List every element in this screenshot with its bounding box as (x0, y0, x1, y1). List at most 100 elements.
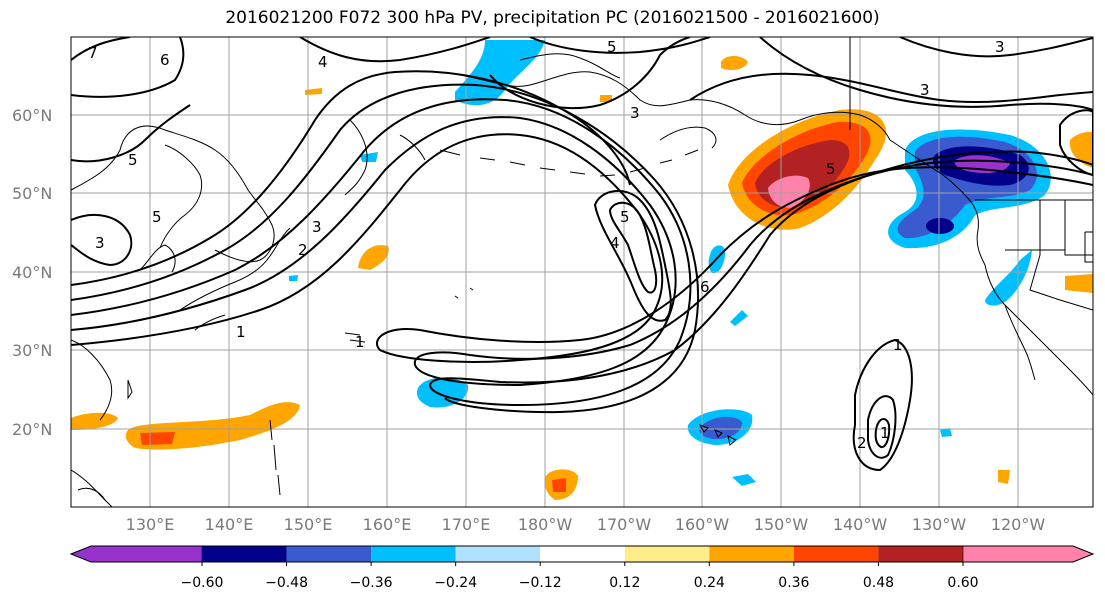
lon-label: 130°W (912, 515, 967, 534)
precip-negative-oregon-core (926, 218, 954, 234)
contour-label: 5 (128, 151, 138, 169)
contour-label: 5 (607, 38, 617, 56)
contour-label: 2 (857, 434, 867, 452)
pv-contours (71, 37, 1093, 472)
colorbar-tick-label: 0.48 (863, 575, 894, 591)
pv-contour-north-4 (689, 72, 1093, 104)
precip-positive-small-8 (305, 88, 322, 95)
lon-label: 130°E (126, 515, 175, 534)
contour-label: 2 (298, 241, 308, 259)
lon-label: 170°W (597, 515, 652, 534)
contour-label: 1 (893, 336, 903, 354)
colorbar-tick-label: 0.24 (694, 575, 725, 591)
precip-positive-small-6 (1069, 131, 1093, 168)
precip-negative-small-3 (730, 310, 748, 326)
precip-negative-bering (455, 40, 545, 106)
lon-label: 150°W (754, 515, 809, 534)
colorbar-tick-label: 0.36 (778, 575, 809, 591)
precip-positive-gulf-peak (768, 175, 810, 208)
lon-label: 150°E (284, 515, 333, 534)
colorbar-segment (455, 546, 541, 562)
contour-label: 1 (880, 424, 890, 442)
colorbar-segment (962, 545, 1094, 563)
precip-positive-subtrop-west (71, 412, 118, 430)
contour-label: 7 (88, 44, 98, 62)
contour-label: 6 (160, 51, 170, 69)
contour-label: 1 (355, 333, 365, 351)
contour-label: 6 (700, 278, 710, 296)
longitude-labels: 130°E 140°E 150°E 160°E 170°E 180°W 170°… (126, 515, 1046, 534)
lon-label: 160°W (675, 515, 730, 534)
precip-negative-small-4 (732, 474, 756, 486)
pv-contour-north-5 (759, 37, 1093, 111)
colorbar-segment (371, 546, 456, 562)
pv-contour-north-1 (299, 37, 491, 63)
colorbar-tick-label: 0.12 (609, 575, 640, 591)
colorbar-tick-label: −0.48 (265, 575, 308, 591)
pv-contour-north-3 (489, 37, 691, 110)
contour-label: 5 (152, 208, 162, 226)
contour-label: 4 (610, 234, 620, 252)
precip-positive-small-7 (998, 470, 1010, 484)
pv-contour-north-6 (899, 37, 1093, 58)
colorbar-tick-label: −0.36 (350, 575, 393, 591)
lat-label-20n: 20°N (12, 420, 52, 439)
colorbar-segment (540, 546, 625, 562)
precip-positive-small-4 (600, 95, 612, 102)
contour-label: 3 (312, 218, 322, 236)
pv-contour-nw-3 (71, 104, 191, 163)
colorbar-segment (793, 546, 879, 562)
precip-positive-subtrop-core (140, 432, 175, 445)
lon-label: 140°E (205, 515, 254, 534)
pv-contour-2 (71, 116, 1093, 387)
colorbar-segment (202, 546, 287, 562)
latitude-labels: 60°N 50°N 40°N 30°N 20°N (12, 106, 52, 439)
pv-contour-1 (71, 133, 1093, 363)
colorbar-tick-label: 0.60 (947, 575, 978, 591)
precip-negative-small-1 (360, 152, 378, 162)
pv-contour-3 (71, 98, 1093, 407)
contour-label: 4 (318, 53, 328, 71)
colorbar-segment (286, 546, 372, 562)
precip-negative-small-6 (289, 275, 298, 281)
colorbar: −0.60 −0.48 −0.36 −0.24 −0.12 0.12 0.24 0.36 0.4… (69, 545, 1095, 591)
colorbar-outline (69, 545, 1095, 563)
lon-label: 170°E (442, 515, 491, 534)
colorbar-segment (878, 546, 963, 562)
lat-label-50n: 50°N (12, 184, 52, 203)
lat-label-60n: 60°N (12, 106, 52, 125)
contour-label: 3 (630, 104, 640, 122)
contour-label: 3 (995, 38, 1005, 56)
contour-label: 5 (620, 208, 630, 226)
contour-labels: 7 6 4 5 3 3 5 5 3 2 1 1 4 5 6 5 3 3 1 2 … (88, 38, 1005, 452)
precip-negative-baja (985, 250, 1032, 306)
lat-label-30n: 30°N (12, 341, 52, 360)
pv-contour-ne-closed (1059, 109, 1093, 177)
precip-positive-small-5 (1065, 274, 1093, 293)
lat-label-40n: 40°N (12, 263, 52, 282)
colorbar-tick-label: −0.60 (181, 575, 224, 591)
map-title: 2016021200 F072 300 hPa PV, precipitatio… (225, 8, 880, 28)
contour-label: 5 (826, 160, 836, 178)
pv-contour-subtrop-2 (867, 395, 897, 459)
lon-label: 140°W (833, 515, 888, 534)
contour-label: 3 (95, 234, 105, 252)
map-frame (70, 36, 1094, 508)
precip-negative-hawaii-core (699, 416, 742, 440)
colorbar-tick-label: −0.12 (519, 575, 562, 591)
precip-positive-small-2-core (552, 478, 566, 492)
colorbar-tick-label: −0.24 (434, 575, 477, 591)
pv-contour-nw-4 (71, 214, 133, 267)
pv-contour-loop-2 (608, 201, 658, 294)
colorbar-segments (69, 545, 1095, 563)
colorbar-segment (70, 545, 203, 563)
precip-negative-small-5 (940, 428, 952, 437)
pv-contour-nw-1 (71, 37, 131, 61)
pv-contour-subtrop-1 (852, 338, 913, 472)
colorbar-segment (709, 546, 794, 562)
pv-contour-north-2 (529, 37, 711, 54)
lon-label: 120°W (991, 515, 1046, 534)
contour-label: 1 (236, 323, 246, 341)
colorbar-segment (624, 546, 710, 562)
pv-contour-nw-2 (71, 37, 185, 98)
